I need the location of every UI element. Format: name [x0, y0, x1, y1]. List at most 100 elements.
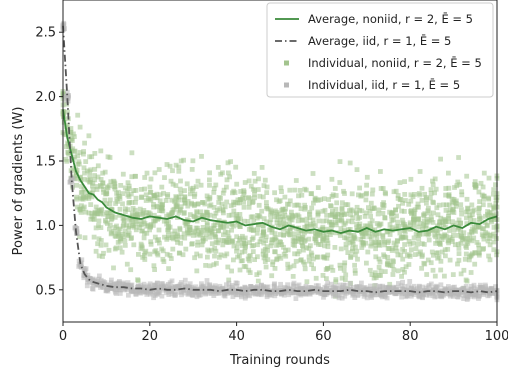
scatter-point	[79, 189, 85, 195]
scatter-point	[276, 253, 282, 259]
scatter-point	[287, 228, 293, 233]
scatter-point	[198, 182, 204, 188]
scatter-point	[151, 202, 156, 207]
scatter-point	[252, 191, 257, 197]
scatter-point	[390, 258, 396, 264]
scatter-point	[255, 242, 260, 248]
scatter-point	[226, 235, 232, 241]
scatter-point	[342, 260, 348, 266]
scatter-point	[403, 235, 409, 241]
scatter-point	[469, 212, 475, 218]
scatter-point	[211, 186, 217, 191]
scatter-point	[355, 227, 361, 233]
scatter-point	[115, 199, 121, 204]
scatter-point	[464, 196, 470, 202]
scatter-point	[246, 267, 252, 273]
scatter-point	[464, 215, 469, 221]
scatter-point	[117, 206, 123, 212]
x-axis-label: Training rounds	[229, 353, 330, 368]
scatter-point	[182, 195, 188, 200]
scatter-point	[124, 188, 130, 194]
scatter-point	[354, 211, 359, 217]
scatter-point	[385, 285, 391, 291]
scatter-point	[123, 206, 128, 212]
scatter-point	[120, 201, 125, 207]
scatter-point	[382, 269, 388, 274]
scatter-point	[209, 229, 215, 235]
scatter-point	[415, 286, 420, 292]
scatter-point	[468, 253, 474, 259]
scatter-point	[342, 283, 348, 288]
scatter-point	[68, 126, 74, 131]
scatter-point	[341, 222, 347, 228]
scatter-point	[198, 286, 203, 292]
scatter-point	[354, 221, 360, 227]
scatter-point	[456, 155, 461, 160]
scatter-point	[272, 231, 278, 236]
scatter-point	[473, 290, 479, 296]
scatter-point	[476, 224, 481, 229]
scatter-point	[481, 236, 487, 242]
x-tick-label: 0	[59, 329, 67, 344]
scatter-point	[354, 204, 360, 210]
scatter-point	[63, 157, 69, 162]
scatter-point	[343, 245, 349, 251]
scatter-point	[155, 280, 160, 286]
scatter-point	[278, 185, 284, 191]
scatter-point	[358, 236, 364, 242]
scatter-point	[224, 199, 230, 205]
scatter-point	[324, 286, 329, 291]
scatter-point	[68, 130, 73, 136]
y-axis-label: Power of gradients (W)	[11, 107, 26, 256]
scatter-point	[333, 292, 339, 297]
scatter-point	[211, 262, 217, 268]
scatter-point	[151, 282, 157, 288]
scatter-point	[194, 268, 200, 274]
scatter-point	[312, 195, 318, 201]
scatter-point	[458, 241, 464, 246]
scatter-point	[476, 250, 482, 256]
scatter-point	[306, 228, 312, 234]
scatter-point	[238, 216, 243, 222]
scatter-point	[259, 165, 265, 170]
scatter-point	[112, 214, 118, 220]
scatter-point	[343, 277, 348, 283]
scatter-point	[290, 274, 296, 279]
scatter-point	[237, 253, 242, 258]
y-tick-label: 1.0	[35, 219, 56, 234]
scatter-point	[206, 290, 212, 296]
scatter-point	[139, 228, 144, 234]
scatter-point	[102, 281, 108, 287]
scatter-point	[433, 241, 438, 246]
scatter-point	[200, 225, 206, 230]
scatter-point	[402, 249, 408, 254]
y-tick-label: 2.0	[35, 90, 56, 105]
scatter-point	[232, 190, 238, 195]
scatter-point	[92, 166, 98, 172]
scatter-point	[198, 209, 203, 215]
scatter-point	[166, 228, 171, 234]
scatter-point	[395, 238, 400, 244]
scatter-point	[350, 242, 356, 247]
scatter-point	[385, 254, 391, 260]
scatter-point	[369, 272, 375, 277]
scatter-point	[177, 186, 183, 192]
scatter-point	[176, 250, 182, 256]
scatter-point	[268, 217, 274, 223]
scatter-point	[182, 287, 188, 293]
scatter-point	[207, 234, 213, 240]
scatter-point	[422, 261, 428, 267]
scatter-point	[415, 233, 421, 238]
scatter-point	[447, 228, 452, 233]
scatter-point	[362, 292, 368, 297]
scatter-point	[437, 222, 442, 228]
x-tick-label: 60	[315, 329, 332, 344]
scatter-point	[406, 201, 412, 207]
scatter-point	[426, 292, 432, 298]
scatter-point	[216, 290, 221, 296]
scatter-point	[434, 205, 440, 211]
scatter-point	[286, 292, 292, 298]
scatter-point	[285, 282, 290, 288]
scatter-point	[119, 249, 125, 255]
